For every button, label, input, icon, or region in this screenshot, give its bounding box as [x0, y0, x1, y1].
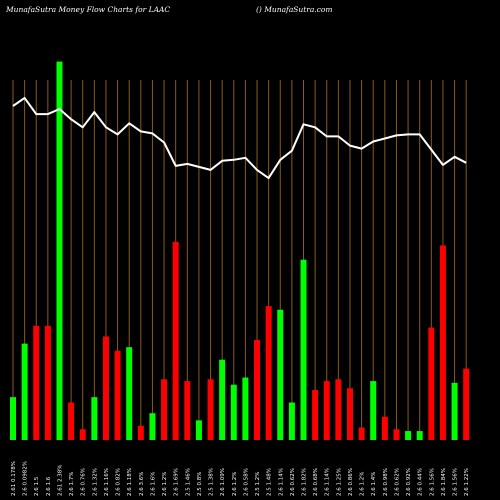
x-tick-label: 2.5 0.8% [197, 472, 203, 496]
money-flow-bar [230, 384, 237, 440]
money-flow-bar [265, 306, 272, 440]
money-flow-bar [56, 61, 63, 440]
x-tick-label: 2.6 1.16% [104, 468, 110, 496]
x-tick-label: 2.6 1.82% [302, 468, 308, 496]
money-flow-bar [463, 368, 470, 440]
x-tick-label: 2.6 1.6% [150, 472, 156, 496]
x-tick-label: 2.6 1.25% [336, 468, 342, 496]
x-tick-label: 2.5 1.2% [255, 472, 261, 496]
money-flow-bar [242, 377, 249, 440]
x-tick-label: 2.6 0.58% [243, 468, 249, 496]
site-credit: () MunafaSutra.com [256, 5, 333, 14]
money-flow-bar [126, 347, 133, 440]
x-tick-label: 2.6 0.0982% [23, 461, 29, 496]
x-tick-label: 2.5 1.48% [267, 468, 273, 496]
money-flow-bar [416, 431, 423, 440]
money-flow-bar [254, 340, 261, 440]
x-tick-label: 2.6 1.56% [429, 468, 435, 496]
x-tick-label: 2.6 0.62% [290, 468, 296, 496]
money-flow-bar [381, 416, 388, 440]
x-tick-label: 2.6 0.62% [394, 468, 400, 496]
money-flow-bar [149, 413, 156, 440]
money-flow-bar [184, 381, 191, 440]
x-tick-label: 2.6 1.2% [360, 472, 366, 496]
price-line [12, 96, 467, 180]
x-tick-label: 2.6 0.44% [418, 468, 424, 496]
money-flow-bar [44, 325, 51, 440]
money-flow-bar [161, 379, 168, 440]
money-flow-bar [21, 343, 28, 440]
x-tick-label: 2.6 3.6% [139, 472, 145, 496]
money-flow-bar [312, 390, 319, 440]
x-tick-label: 2.6 0.76% [81, 468, 87, 496]
x-tick-label: 2.6 1.32% [92, 468, 98, 496]
money-flow-bar [114, 350, 121, 440]
x-tick-label: 2.5 1.38% [209, 468, 215, 496]
money-flow-bar [288, 402, 295, 440]
money-flow-bar [102, 336, 109, 440]
money-flow-bar [323, 381, 330, 440]
x-tick-label: 2.6 1.84% [441, 468, 447, 496]
x-tick-label: 2.6 1.14% [325, 468, 331, 496]
x-tick-label: 2.6 0.98% [383, 468, 389, 496]
x-tick-label: 2.6 1.18% [127, 468, 133, 496]
money-flow-bar [33, 325, 40, 440]
x-tick-label: 2.6 1.2% [162, 472, 168, 496]
money-flow-bar [137, 425, 144, 440]
x-tick-label: 2.6 0.82% [116, 468, 122, 496]
money-flow-bar [358, 427, 365, 440]
money-flow-bar [10, 397, 16, 440]
x-tick-label: 2.6 1.69% [174, 468, 180, 496]
money-flow-bar [393, 429, 400, 440]
x-tick-label: 2.6 1.56% [453, 468, 459, 496]
x-tick-label: 2.6 1.14% [278, 468, 284, 496]
x-tick-label: 2.6 0.92% [406, 468, 412, 496]
x-tick-label: 2.6 0.86% [348, 468, 354, 496]
money-flow-bar [91, 397, 98, 440]
money-flow-bar [405, 431, 412, 440]
x-tick-label: 2.6 1.7% [69, 472, 75, 496]
money-flow-bar [219, 359, 226, 440]
money-flow-bar [277, 309, 284, 440]
money-flow-bar [79, 429, 86, 440]
money-flow-bar [335, 379, 342, 440]
x-tick-label: 2.6 1.4% [371, 472, 377, 496]
x-tick-label: 2.6 1.6 [46, 476, 52, 496]
x-tick-label: 2.6 1.09% [220, 468, 226, 496]
money-flow-bar [451, 382, 458, 440]
x-tick-label: 2.6 0.68% [313, 468, 319, 496]
x-tick-label: 2.6 1.2% [232, 472, 238, 496]
x-tick-label: 2.5 1.46% [185, 468, 191, 496]
money-flow-bar [195, 420, 202, 440]
money-flow-bar [207, 379, 214, 440]
chart-title: MunafaSutra Money Flow Charts for LAAC [6, 5, 171, 14]
x-tick-label: 2.61 2.38% [57, 465, 63, 496]
money-flow-bar [172, 241, 179, 440]
money-flow-bar [68, 402, 75, 440]
money-flow-bar [370, 381, 377, 440]
x-tick-label: 2.6 1.5 [34, 476, 40, 496]
money-flow-bar [346, 388, 353, 440]
money-flow-bar [428, 327, 435, 440]
money-flow-bar [439, 245, 446, 440]
x-tick-label: 2.61 0.178% [11, 461, 17, 496]
money-flow-bar [300, 259, 307, 440]
x-tick-label: 2.6 1.22% [464, 468, 470, 496]
